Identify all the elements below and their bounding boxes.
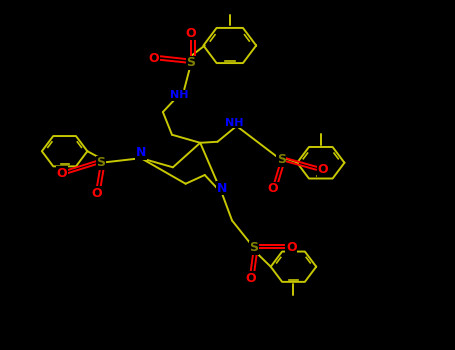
Text: O: O xyxy=(148,52,159,65)
Text: S: S xyxy=(249,241,258,254)
Text: O: O xyxy=(56,167,67,180)
Text: NH: NH xyxy=(171,90,189,100)
Text: S: S xyxy=(277,153,286,167)
Text: O: O xyxy=(245,272,256,285)
Text: O: O xyxy=(286,241,297,254)
Text: O: O xyxy=(268,182,278,196)
Text: O: O xyxy=(91,187,102,200)
Text: N: N xyxy=(136,146,146,160)
Text: S: S xyxy=(187,56,196,70)
Text: O: O xyxy=(317,163,328,176)
Text: S: S xyxy=(96,156,106,169)
Text: N: N xyxy=(217,182,227,195)
Text: NH: NH xyxy=(225,118,243,127)
Text: O: O xyxy=(186,27,197,40)
